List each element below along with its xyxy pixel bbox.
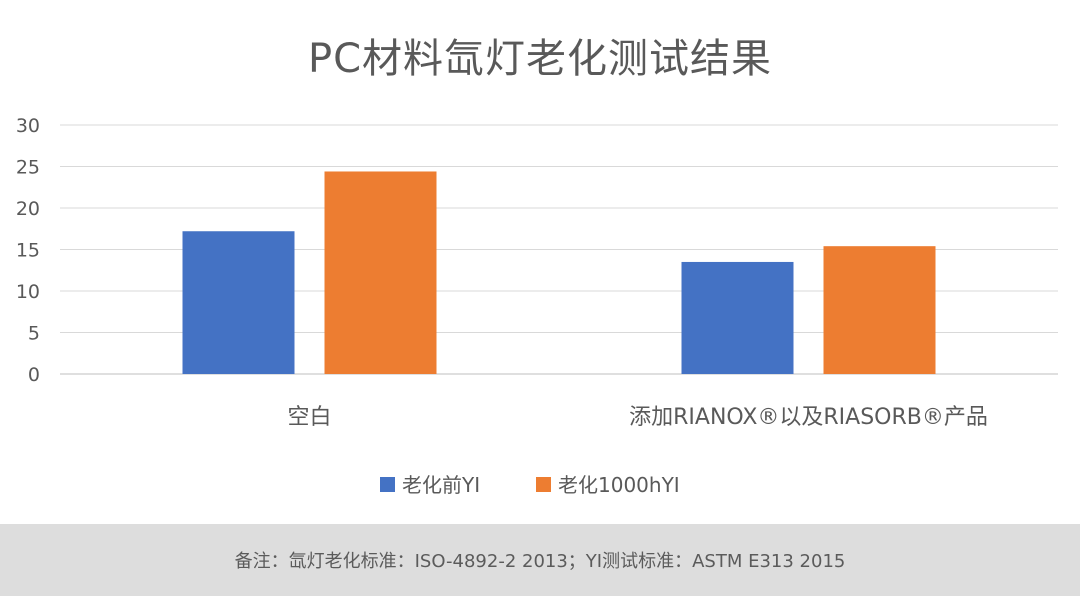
bar-chart: 0 5 10 15 20 25 30 空白 添加RIANOX®以及RIASORB®产品老化前YI… [16,115,1058,497]
legend-label: 老化前YI [402,473,480,497]
bar-after-aging [324,171,437,374]
chart-area: PC材料氙灯老化测试结果 0 5 10 15 20 25 30 空白 添加RIANOX®以及RI… [15,36,1058,497]
y-tick-label: 30 [16,115,40,137]
y-tick-label: 20 [16,198,40,220]
y-tick-label: 0 [28,364,40,386]
footer-note-bar: 备注：氙灯老化标准：ISO-4892-2 2013；YI测试标准：ASTM E3… [0,524,1080,596]
footer-note-text: 备注：氙灯老化标准：ISO-4892-2 2013；YI测试标准：ASTM E3… [234,551,846,572]
bar-after-aging [823,246,936,374]
y-tick-label: 5 [28,323,40,345]
chart-title: PC材料氙灯老化测试结果 [307,36,773,82]
legend-swatch [380,477,395,492]
y-tick-label: 10 [16,281,40,303]
category-label: 空白 [287,405,331,430]
bar-before-aging [182,231,295,374]
bar-before-aging [681,261,794,374]
legend-swatch [536,477,551,492]
legend-label: 老化1000hYI [558,473,680,497]
y-tick-label: 15 [16,240,40,262]
category-label: 添加RIANOX®以及RIASORB®产品 [629,405,988,430]
y-tick-label: 25 [16,157,40,179]
